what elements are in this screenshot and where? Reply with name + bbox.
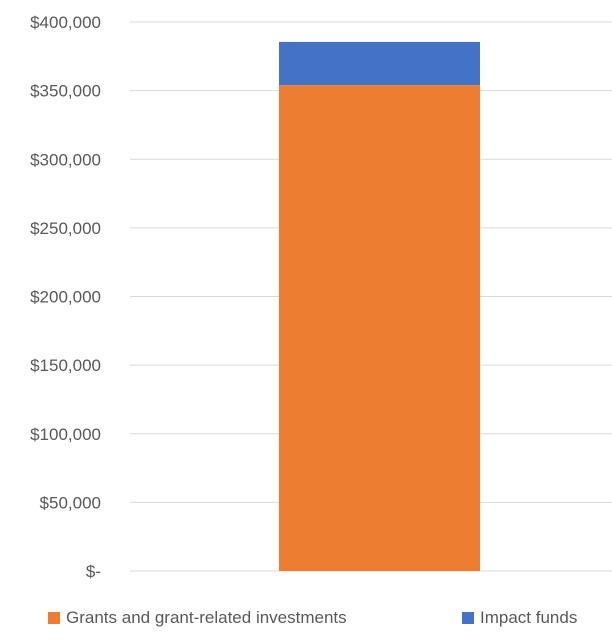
bars <box>279 41 480 571</box>
bar-segment-grants <box>279 85 480 571</box>
legend-label: Grants and grant-related investments <box>66 608 347 627</box>
y-tick-label: $350,000 <box>30 82 101 101</box>
y-tick-label: $150,000 <box>30 356 101 375</box>
bar-segment-impact-funds <box>279 41 480 86</box>
legend-item-impact-funds: Impact funds <box>462 608 577 627</box>
y-tick-label: $200,000 <box>30 288 101 307</box>
y-tick-label: $50,000 <box>40 493 101 512</box>
legend: Grants and grant-related investments Impa… <box>48 608 577 627</box>
y-tick-label: $400,000 <box>30 13 101 32</box>
y-tick-label: $300,000 <box>30 150 101 169</box>
y-axis-tick-labels: $- $50,000 $100,000 $150,000 $200,000 $250,00… <box>30 13 101 581</box>
legend-swatch <box>462 612 474 624</box>
legend-item-grants: Grants and grant-related investments <box>48 608 347 627</box>
legend-swatch <box>48 612 60 624</box>
y-tick-label: $250,000 <box>30 219 101 238</box>
y-tick-label: $- <box>86 562 101 581</box>
y-tick-label: $100,000 <box>30 425 101 444</box>
legend-label: Impact funds <box>480 608 577 627</box>
